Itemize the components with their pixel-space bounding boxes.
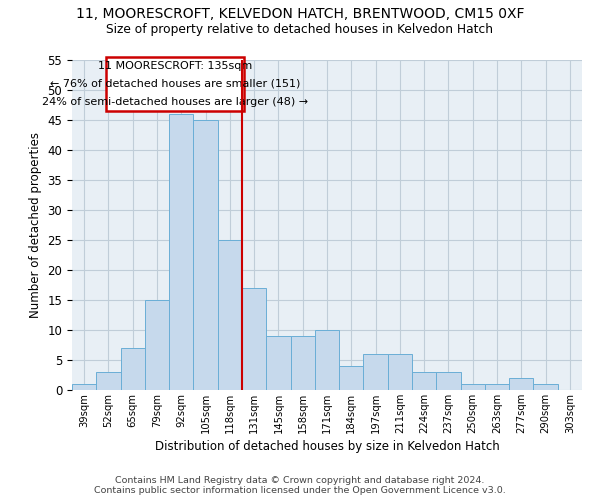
Bar: [145, 300, 169, 390]
Text: Size of property relative to detached houses in Kelvedon Hatch: Size of property relative to detached ho…: [107, 22, 493, 36]
Bar: [242, 288, 266, 390]
Bar: [96, 372, 121, 390]
Bar: [509, 378, 533, 390]
Bar: [315, 330, 339, 390]
Bar: [266, 336, 290, 390]
Text: 24% of semi-detached houses are larger (48) →: 24% of semi-detached houses are larger (…: [42, 97, 308, 107]
FancyBboxPatch shape: [106, 57, 244, 111]
Bar: [72, 384, 96, 390]
Bar: [290, 336, 315, 390]
Bar: [461, 384, 485, 390]
Y-axis label: Number of detached properties: Number of detached properties: [29, 132, 42, 318]
Bar: [436, 372, 461, 390]
Bar: [388, 354, 412, 390]
Text: Contains HM Land Registry data © Crown copyright and database right 2024.
Contai: Contains HM Land Registry data © Crown c…: [94, 476, 506, 495]
Text: ← 76% of detached houses are smaller (151): ← 76% of detached houses are smaller (15…: [50, 79, 300, 89]
Bar: [193, 120, 218, 390]
Text: 11 MOORESCROFT: 135sqm: 11 MOORESCROFT: 135sqm: [98, 61, 252, 71]
Text: 11, MOORESCROFT, KELVEDON HATCH, BRENTWOOD, CM15 0XF: 11, MOORESCROFT, KELVEDON HATCH, BRENTWO…: [76, 8, 524, 22]
Bar: [339, 366, 364, 390]
Bar: [121, 348, 145, 390]
Bar: [485, 384, 509, 390]
Bar: [412, 372, 436, 390]
X-axis label: Distribution of detached houses by size in Kelvedon Hatch: Distribution of detached houses by size …: [155, 440, 499, 453]
Bar: [533, 384, 558, 390]
Bar: [218, 240, 242, 390]
Bar: [364, 354, 388, 390]
Bar: [169, 114, 193, 390]
